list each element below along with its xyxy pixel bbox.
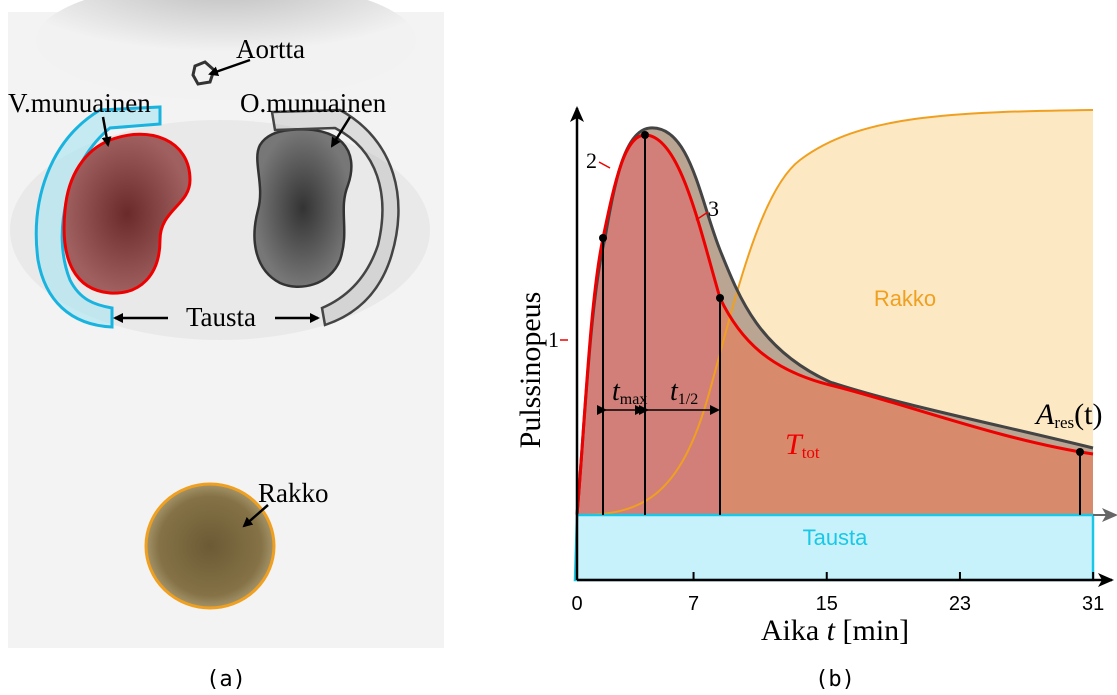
figure: Aortta V.munuainen O.munuainen Tausta Ra…	[0, 0, 1117, 695]
right-kidney-label: O.munuainen	[240, 88, 387, 118]
phase-label: 3	[708, 196, 719, 221]
argument: (t)	[1074, 398, 1102, 431]
point	[716, 294, 724, 302]
point	[641, 131, 649, 139]
page: {"panel_a": {"caption": "(a)", "labels":…	[0, 0, 1117, 695]
x-tick-label: 0	[571, 593, 582, 615]
label-unit: [min]	[843, 614, 910, 647]
y-axis-label: Pulssinopeus	[514, 292, 547, 449]
symbol: A	[1034, 398, 1055, 431]
right-kidney-roi	[254, 129, 351, 286]
panel-a: Aortta V.munuainen O.munuainen Tausta Ra…	[8, 0, 444, 692]
x-axis-label: Aika t [min]	[761, 614, 909, 647]
subscript: 1/2	[678, 391, 698, 408]
x-tick-label: 7	[688, 593, 699, 615]
x-tick-label: 15	[816, 593, 838, 615]
background-region-label: Tausta	[803, 525, 869, 550]
subscript: res	[1054, 413, 1074, 432]
background-label: Tausta	[186, 302, 256, 332]
bladder-region-label: Rakko	[874, 286, 936, 311]
x-tick-label: 31	[1082, 593, 1104, 615]
bladder-label: Rakko	[258, 478, 329, 508]
bladder-roi	[146, 484, 274, 608]
caption: (a)	[206, 667, 246, 692]
subscript: tot	[802, 443, 820, 462]
point	[1076, 448, 1084, 456]
x-tick-label: 23	[949, 593, 971, 615]
subscript: max	[620, 391, 648, 408]
left-kidney-label: V.munuainen	[8, 88, 151, 118]
caption: (b)	[815, 667, 855, 692]
phase-pointer	[599, 162, 610, 168]
phase-label: 1	[548, 327, 559, 352]
point	[599, 234, 607, 242]
phase-label: 2	[586, 148, 597, 173]
panel-b: 1 2 3 Rakko Tausta tmax t1/2 Ttot Ares(t…	[514, 108, 1116, 692]
label-prefix: Aika	[761, 614, 819, 647]
aorta-label: Aortta	[236, 34, 305, 64]
